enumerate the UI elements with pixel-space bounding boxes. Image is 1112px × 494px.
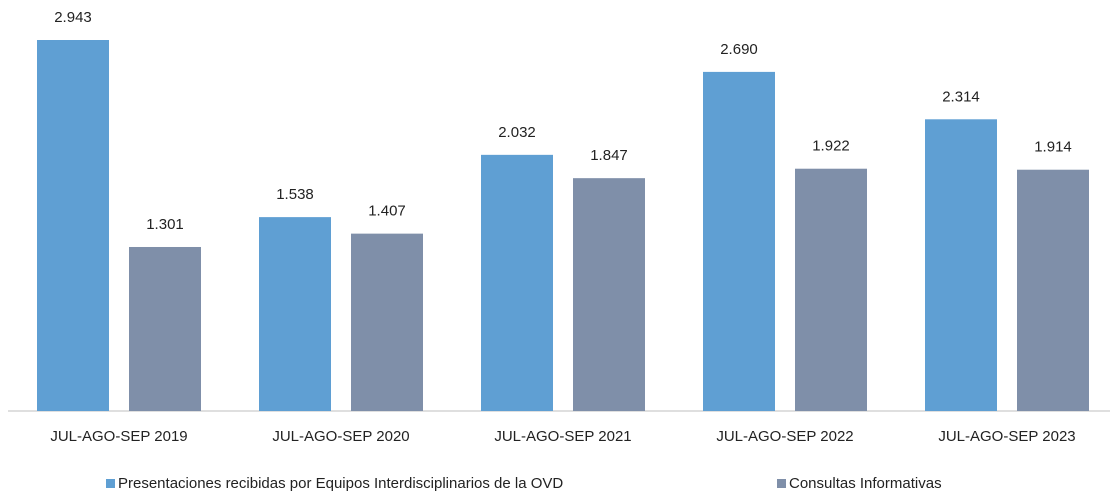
data-label: 2.032	[498, 124, 536, 141]
legend-swatch	[777, 479, 786, 488]
bar	[795, 168, 867, 411]
x-tick-label: JUL-AGO-SEP 2022	[716, 428, 853, 445]
x-tick-label: JUL-AGO-SEP 2021	[494, 428, 631, 445]
x-tick-label: JUL-AGO-SEP 2019	[50, 428, 187, 445]
data-label: 1.301	[146, 216, 184, 233]
data-label: 1.922	[812, 138, 850, 155]
bar	[129, 246, 201, 411]
data-label: 2.943	[54, 9, 92, 26]
bar	[259, 217, 331, 411]
data-label: 1.538	[276, 186, 314, 203]
bar	[351, 233, 423, 411]
bar	[37, 40, 109, 411]
legend-label: Presentaciones recibidas por Equipos Int…	[118, 475, 563, 492]
bar	[573, 178, 645, 411]
x-tick-label: JUL-AGO-SEP 2023	[938, 428, 1075, 445]
data-label: 2.690	[720, 41, 758, 58]
data-label: 1.407	[368, 203, 406, 220]
x-tick-label: JUL-AGO-SEP 2020	[272, 428, 409, 445]
bar	[925, 119, 997, 411]
data-label: 1.847	[590, 147, 628, 164]
bar	[703, 71, 775, 411]
legend-swatch	[106, 479, 115, 488]
legend-label: Consultas Informativas	[789, 475, 942, 492]
bar	[1017, 169, 1089, 411]
data-label: 1.914	[1034, 139, 1072, 156]
data-label: 2.314	[942, 88, 980, 105]
bar	[481, 154, 553, 411]
